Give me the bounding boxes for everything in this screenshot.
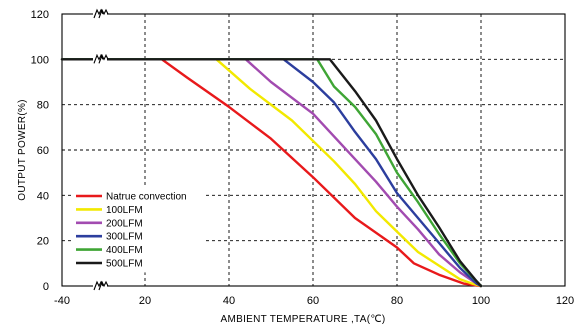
series-line — [60, 58, 483, 288]
x-tick-label: 40 — [223, 295, 235, 307]
y-tick-labels: 0 20 40 60 80 100 120 — [31, 9, 49, 293]
legend-label: 300LFM — [106, 232, 143, 243]
legend-label: Natrue convection — [106, 192, 187, 203]
y-tick-label: 40 — [37, 190, 49, 202]
legend-label: 200LFM — [106, 218, 143, 229]
plot-frame — [61, 13, 566, 287]
x-tick-label: 100 — [472, 295, 490, 307]
y-tick-label: 80 — [37, 100, 49, 112]
x-tick-label: 80 — [391, 295, 403, 307]
series-line — [60, 58, 483, 288]
legend: Natrue convection 100LFM 200LFM 300LFM 400LF… — [72, 188, 206, 273]
legend-background — [72, 188, 206, 273]
x-axis-title: AMBIENT TEMPERATURE ,TA(℃) — [221, 314, 386, 325]
x-tick-label: 60 — [307, 295, 319, 307]
series-line — [60, 58, 483, 288]
x-tick-label: -40 — [54, 295, 70, 307]
plateau-break — [93, 53, 109, 64]
y-axis-title: OUTPUT POWER(%) — [17, 99, 28, 201]
series-lines — [60, 53, 483, 288]
legend-label: 100LFM — [106, 205, 143, 216]
axis-break-mark — [98, 8, 109, 19]
x-tick-label: 20 — [139, 295, 151, 307]
y-tick-label: 100 — [31, 54, 49, 66]
y-tick-label: 0 — [43, 281, 49, 293]
x-tick-label: 120 — [556, 295, 574, 307]
series-line — [60, 58, 483, 288]
legend-label: 500LFM — [106, 259, 143, 270]
y-tick-label: 20 — [37, 236, 49, 248]
x-tick-labels: -40 20 40 60 80 100 120 — [54, 295, 574, 307]
axis-break-mark — [98, 53, 109, 64]
y-tick-label: 60 — [37, 145, 49, 157]
series-line — [60, 58, 483, 288]
legend-label: 400LFM — [106, 245, 143, 256]
axis-break-mark — [98, 280, 109, 291]
y-tick-label: 120 — [31, 9, 49, 21]
